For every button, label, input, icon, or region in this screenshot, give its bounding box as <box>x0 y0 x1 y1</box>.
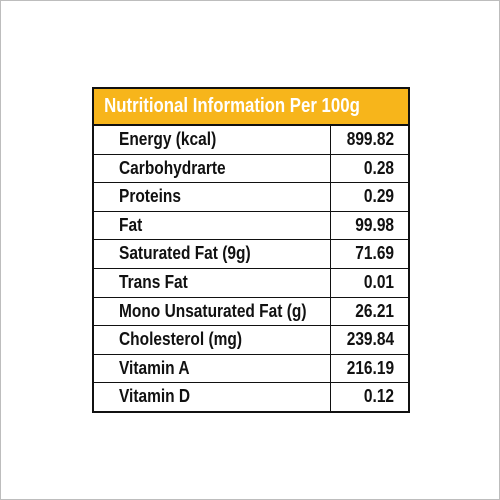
nutrient-name: Carbohydrarte <box>119 157 226 178</box>
table-row: Energy (kcal) 899.82 <box>94 126 408 154</box>
label-cell: Vitamin A <box>94 354 331 383</box>
table-row: Carbohydrarte 0.28 <box>94 153 408 183</box>
value-cell: 899.82 <box>331 126 408 154</box>
table-row: Proteins 0.29 <box>94 182 408 211</box>
nutrient-name: Energy (kcal) <box>119 129 217 149</box>
nutrient-value: 239.84 <box>346 329 394 350</box>
label-cell: Proteins <box>94 183 331 211</box>
table-row: Trans Fat 0.01 <box>94 267 408 297</box>
label-cell: Vitamin D <box>94 383 331 411</box>
nutrient-name: Vitamin A <box>119 357 190 378</box>
nutrient-value: 0.12 <box>363 386 394 407</box>
nutrition-table: Nutritional Information Per 100g Energy … <box>92 87 410 413</box>
value-cell: 239.84 <box>331 326 408 354</box>
label-cell: Saturated Fat (9g) <box>94 240 331 268</box>
label-cell: Energy (kcal) <box>94 126 331 154</box>
nutrient-value: 0.29 <box>363 186 394 207</box>
nutrient-value: 216.19 <box>346 357 394 378</box>
table-row: Cholesterol (mg) 239.84 <box>94 325 408 354</box>
value-cell: 0.01 <box>331 269 408 297</box>
nutrient-value: 899.82 <box>346 129 394 149</box>
label-cell: Cholesterol (mg) <box>94 326 331 354</box>
table-title: Nutritional Information Per 100g <box>104 95 360 117</box>
table-row: Fat 99.98 <box>94 210 408 240</box>
value-cell: 0.29 <box>331 183 408 211</box>
table-row: Saturated Fat (9g) 71.69 <box>94 239 408 268</box>
nutrient-name: Trans Fat <box>119 271 188 292</box>
table-row: Mono Unsaturated Fat (g) 26.21 <box>94 296 408 326</box>
nutrient-value: 71.69 <box>355 243 394 264</box>
nutrient-value: 99.98 <box>355 214 394 235</box>
table-header: Nutritional Information Per 100g <box>94 89 408 126</box>
label-cell: Mono Unsaturated Fat (g) <box>94 297 331 326</box>
nutrient-name: Saturated Fat (9g) <box>119 243 251 264</box>
nutrient-value: 26.21 <box>355 300 394 321</box>
nutrient-value: 0.01 <box>363 271 394 292</box>
nutrient-value: 0.28 <box>363 157 394 178</box>
nutrient-name: Mono Unsaturated Fat (g) <box>119 300 307 321</box>
value-cell: 0.28 <box>331 155 408 183</box>
value-cell: 99.98 <box>331 212 408 240</box>
label-cell: Trans Fat <box>94 268 331 297</box>
label-cell: Fat <box>94 211 331 240</box>
value-cell: 26.21 <box>331 298 408 326</box>
nutrient-name: Cholesterol (mg) <box>119 329 242 350</box>
table-row: Vitamin D 0.12 <box>94 382 408 411</box>
nutrient-name: Vitamin D <box>119 386 191 407</box>
value-cell: 71.69 <box>331 240 408 268</box>
label-cell: Carbohydrarte <box>94 154 331 183</box>
nutrient-name: Proteins <box>119 186 181 207</box>
value-cell: 216.19 <box>331 355 408 383</box>
nutrient-name: Fat <box>119 214 143 235</box>
value-cell: 0.12 <box>331 383 408 411</box>
table-body: Energy (kcal) 899.82 Carbohydrarte 0.28 Prot… <box>94 126 408 411</box>
table-row: Vitamin A 216.19 <box>94 353 408 383</box>
